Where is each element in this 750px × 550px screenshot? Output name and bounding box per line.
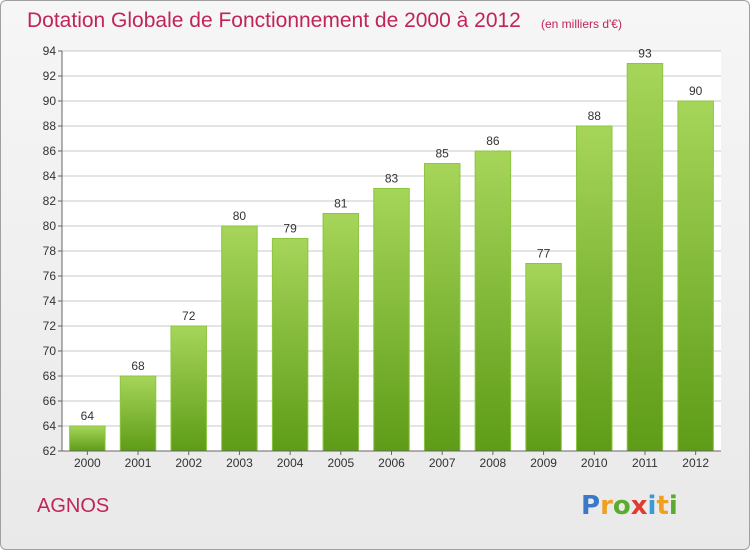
y-tick-label: 64: [43, 419, 57, 433]
bar: [677, 100, 714, 452]
logo-letter: r: [600, 491, 613, 521]
x-tick-label: 2012: [682, 456, 709, 470]
y-tick-label: 84: [43, 169, 57, 183]
y-tick-label: 62: [43, 444, 57, 458]
y-tick-label: 78: [43, 244, 57, 258]
bar-value-label: 88: [588, 109, 602, 123]
y-tick-label: 76: [43, 269, 57, 283]
x-tick-label: 2001: [125, 456, 152, 470]
bar: [322, 213, 360, 452]
x-tick-label: 2006: [378, 456, 405, 470]
y-tick-label: 68: [43, 369, 57, 383]
bar: [221, 225, 258, 452]
logo-letter: i: [668, 491, 678, 521]
x-tick-label: 2004: [277, 456, 304, 470]
bar: [373, 188, 410, 452]
y-tick-label: 70: [43, 344, 57, 358]
x-tick-label: 2000: [74, 456, 101, 470]
bar: [69, 425, 106, 452]
y-tick-label: 92: [43, 69, 57, 83]
chart-subtitle: (en milliers d'€): [541, 17, 622, 31]
bar-value-label: 90: [689, 84, 703, 98]
y-tick-label: 94: [43, 44, 57, 58]
x-tick-label: 2007: [429, 456, 456, 470]
x-tick-label: 2005: [327, 456, 354, 470]
y-tick-label: 90: [43, 94, 57, 108]
x-tick-label: 2002: [175, 456, 202, 470]
logo-letter: i: [647, 491, 657, 521]
logo-letter: o: [612, 491, 631, 521]
bar-value-label: 93: [638, 47, 652, 61]
x-tick-label: 2009: [530, 456, 557, 470]
bar: [626, 63, 664, 452]
proxiti-logo: Proxiti: [581, 491, 678, 521]
x-tick-label: 2003: [226, 456, 253, 470]
y-tick-label: 86: [43, 144, 57, 158]
bar-value-label: 81: [334, 197, 348, 211]
bar-value-label: 77: [537, 247, 551, 261]
x-tick-label: 2011: [632, 456, 658, 470]
y-tick-label: 72: [43, 319, 57, 333]
y-tick-label: 88: [43, 119, 57, 133]
y-tick-label: 66: [43, 394, 57, 408]
bar: [170, 325, 207, 452]
bar-value-label: 79: [283, 222, 297, 236]
y-tick-label: 80: [43, 219, 57, 233]
bar: [423, 163, 461, 452]
x-tick-label: 2008: [480, 456, 507, 470]
bar: [271, 238, 309, 452]
y-tick-label: 74: [43, 294, 57, 308]
bar-value-label: 86: [486, 134, 500, 148]
bar: [474, 150, 512, 452]
logo-letter: x: [630, 491, 648, 521]
bar-value-label: 80: [233, 209, 247, 223]
commune-name: AGNOS: [37, 495, 110, 517]
y-tick-label: 82: [43, 194, 57, 208]
bar-value-label: 64: [81, 409, 95, 423]
logo-letter: P: [581, 491, 601, 521]
chart-title: Dotation Globale de Fonctionnement de 20…: [27, 9, 521, 32]
logo-letter: t: [656, 491, 669, 521]
x-tick-label: 2010: [581, 456, 608, 470]
bar-value-label: 83: [385, 172, 399, 186]
bar: [525, 263, 562, 452]
bar: [576, 125, 613, 452]
bar-value-label: 68: [131, 359, 145, 373]
bar-value-label: 72: [182, 309, 196, 323]
bar: [119, 375, 157, 452]
bar-value-label: 85: [436, 147, 450, 161]
